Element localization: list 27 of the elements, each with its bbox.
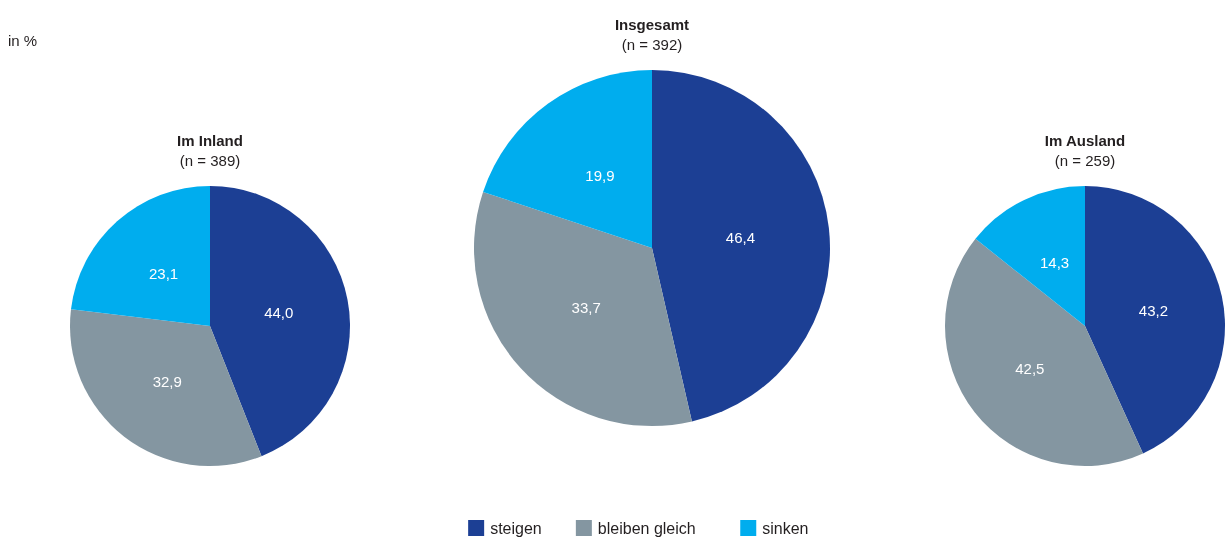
pie-slice [483, 70, 652, 248]
data-label: 43,2 [1138, 302, 1169, 320]
legend-label: sinken [762, 519, 809, 537]
pie-slice [1085, 186, 1225, 454]
pie-slice [975, 186, 1085, 326]
data-label: 32,9 [152, 372, 182, 390]
chart-subtitle: (n = 389) [179, 152, 241, 169]
data-label: 33,7 [571, 299, 601, 317]
chart-subtitle: (n = 392) [621, 36, 683, 53]
pie-slice [652, 70, 830, 422]
chart-title: Im Ausland [1044, 132, 1126, 149]
chart-subtitle: (n = 259) [1054, 152, 1116, 169]
data-label: 19,9 [585, 167, 615, 185]
pie-slice [70, 309, 262, 466]
data-label: 46,4 [725, 229, 756, 247]
data-label: 44,0 [264, 304, 294, 322]
pie-slice [71, 186, 210, 326]
data-label: 14,3 [1040, 254, 1070, 272]
data-label: 23,1 [148, 264, 179, 282]
text: in % [8, 32, 38, 49]
legend-label: bleiben gleich [597, 519, 696, 537]
pie-slice [210, 186, 350, 457]
pie-slice [474, 191, 692, 426]
chart-title: Im Inland [177, 132, 243, 149]
chart-title: Insgesamt [614, 16, 690, 33]
data-label: 42,5 [1015, 360, 1045, 378]
legend-label: steigen [490, 519, 542, 537]
